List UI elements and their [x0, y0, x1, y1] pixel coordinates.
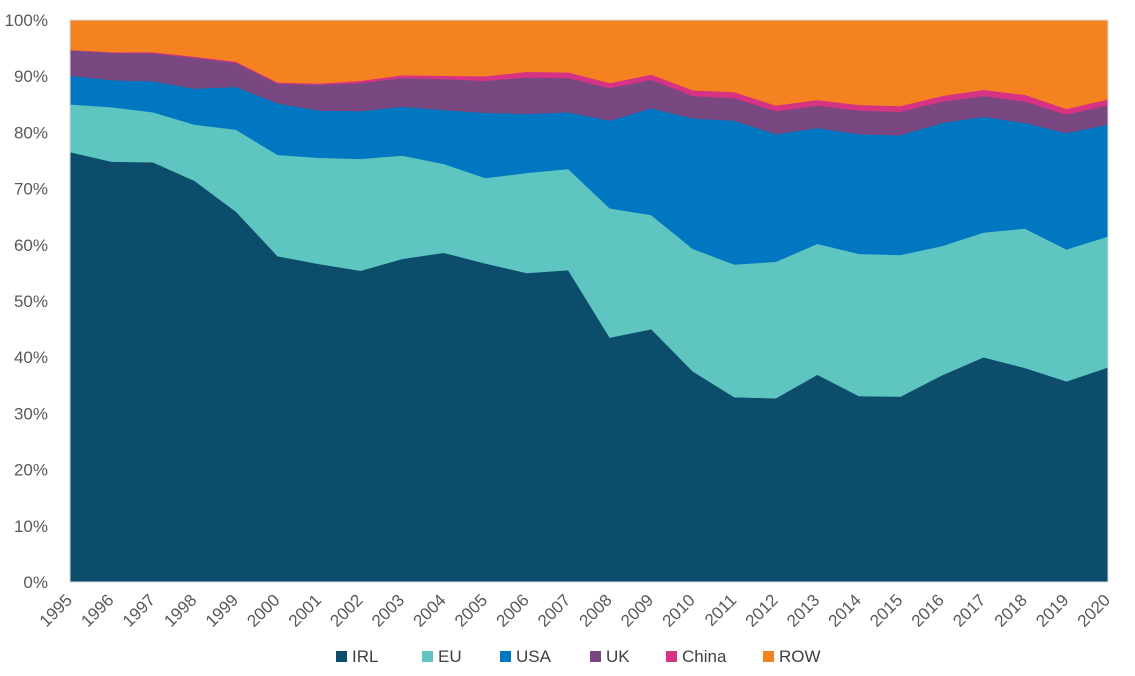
plot-border	[69, 19, 1109, 583]
legend-swatch-uk	[590, 651, 601, 662]
x-tick-label: 2016	[908, 591, 948, 631]
plot-areas	[69, 19, 1109, 583]
legend-swatch-china	[666, 651, 677, 662]
x-tick-label: 2010	[659, 591, 699, 631]
y-tick-label: 100%	[5, 11, 48, 30]
x-tick-label: 2011	[701, 591, 740, 630]
legend-label-china: China	[682, 647, 727, 666]
x-tick-label: 1997	[119, 591, 159, 631]
x-tick-label: 1999	[202, 591, 242, 631]
y-tick-label: 40%	[14, 348, 48, 367]
x-tick-label: 2005	[451, 591, 491, 631]
y-tick-label: 50%	[14, 292, 48, 311]
legend-label-eu: EU	[438, 647, 462, 666]
legend: IRL EU USA UK China ROW	[336, 647, 821, 666]
y-tick-label: 90%	[14, 67, 48, 86]
x-tick-label: 2009	[617, 591, 657, 631]
x-tick-label: 2004	[409, 591, 449, 631]
x-tick-label: 2008	[576, 591, 616, 631]
x-tick-label: 2020	[1074, 591, 1114, 631]
legend-swatch-irl	[336, 651, 347, 662]
legend-label-usa: USA	[516, 647, 552, 666]
y-tick-label: 0%	[23, 573, 48, 592]
x-tick-label: 1995	[36, 591, 76, 631]
x-tick-label: 2013	[783, 591, 823, 631]
x-tick-label: 2012	[742, 591, 782, 631]
legend-label-uk: UK	[606, 647, 630, 666]
x-tick-label: 2015	[866, 591, 906, 631]
x-tick-label: 2006	[493, 591, 533, 631]
x-tick-label: 2003	[368, 591, 408, 631]
x-tick-label: 1996	[77, 591, 117, 631]
y-tick-label: 80%	[14, 123, 48, 142]
y-tick-label: 30%	[14, 404, 48, 423]
x-tick-label: 2007	[534, 591, 574, 631]
legend-label-row: ROW	[779, 647, 821, 666]
x-tick-label: 2002	[326, 591, 366, 631]
x-tick-label: 1998	[160, 591, 200, 631]
x-tick-label: 2001	[285, 591, 325, 631]
legend-label-irl: IRL	[352, 647, 378, 666]
y-tick-label: 70%	[14, 180, 48, 199]
y-tick-label: 10%	[14, 517, 48, 536]
x-tick-label: 2000	[243, 591, 283, 631]
y-axis: 0% 10% 20% 30% 40% 50% 60% 70% 80% 90% 100%	[5, 11, 48, 592]
x-tick-label: 2014	[825, 591, 865, 631]
y-tick-label: 60%	[14, 236, 48, 255]
x-axis: 1995 1996 1997 1998 1999 2000 2001 2002 2003 2004…	[36, 591, 1114, 631]
legend-swatch-usa	[500, 651, 511, 662]
y-tick-label: 20%	[14, 461, 48, 480]
legend-swatch-eu	[422, 651, 433, 662]
x-tick-label: 2019	[1032, 591, 1072, 631]
legend-swatch-row	[763, 651, 774, 662]
x-tick-label: 2018	[991, 591, 1031, 631]
x-tick-label: 2017	[949, 591, 989, 631]
